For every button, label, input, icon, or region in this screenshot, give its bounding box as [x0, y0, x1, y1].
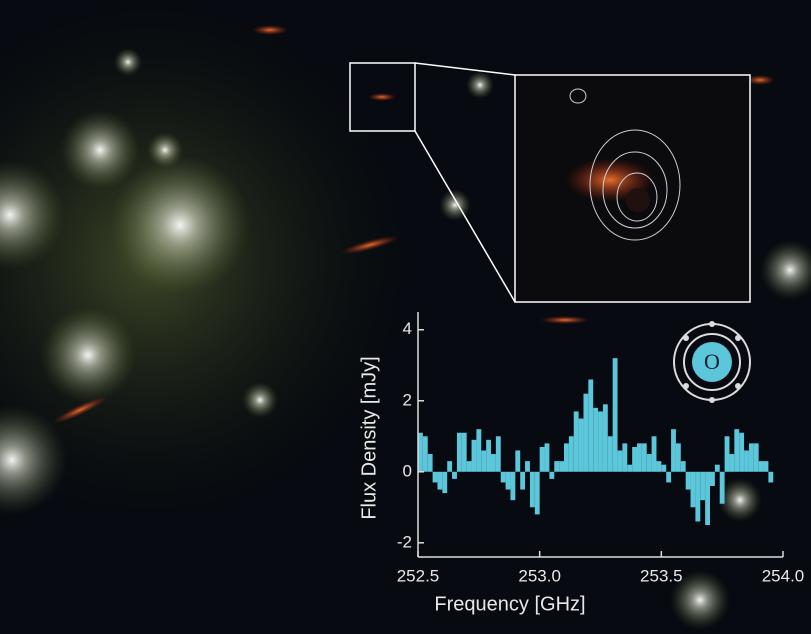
bar — [685, 471, 691, 490]
bar — [714, 464, 720, 472]
bar — [476, 429, 482, 472]
bar — [768, 471, 774, 483]
bar — [666, 471, 672, 483]
bar — [748, 443, 754, 472]
bar — [456, 432, 462, 472]
bar — [525, 461, 530, 472]
bar — [510, 471, 516, 501]
bar — [486, 439, 491, 472]
bar — [622, 443, 628, 472]
y-tick-label: 4 — [403, 319, 412, 338]
bar — [724, 436, 730, 472]
bar — [729, 454, 735, 472]
bar — [520, 471, 526, 490]
bar — [461, 432, 467, 472]
bar — [495, 436, 501, 472]
bar — [554, 461, 560, 472]
bar — [680, 461, 686, 472]
bar — [471, 439, 477, 472]
bar — [690, 471, 696, 508]
bar — [675, 443, 681, 472]
bar — [422, 436, 428, 472]
x-tick-label: 253.5 — [640, 566, 683, 585]
bar — [418, 432, 423, 472]
bar — [656, 461, 662, 472]
bar — [627, 464, 633, 472]
bar — [573, 411, 579, 472]
bar — [593, 407, 599, 472]
bar — [466, 461, 472, 472]
y-tick-label: 2 — [403, 390, 412, 409]
bar — [544, 443, 550, 472]
bar — [578, 418, 584, 472]
bar — [637, 443, 642, 472]
bar — [646, 454, 652, 472]
bar — [617, 450, 623, 472]
bar — [651, 436, 657, 472]
bar — [632, 446, 637, 472]
bar — [763, 461, 769, 472]
bar — [500, 471, 506, 483]
bar — [641, 443, 647, 472]
y-axis-label: Flux Density [mJy] — [358, 356, 380, 519]
bar — [437, 471, 443, 490]
bar — [452, 471, 457, 479]
bar — [447, 461, 453, 472]
bar — [739, 432, 745, 472]
bar — [588, 379, 594, 472]
y-tick-label: -2 — [397, 532, 412, 551]
bar — [700, 471, 706, 501]
x-tick-label: 253.0 — [518, 566, 561, 585]
x-tick-label: 254.0 — [762, 566, 805, 585]
bar — [559, 461, 564, 472]
x-axis-label: Frequency [GHz] — [434, 593, 585, 615]
bar — [564, 443, 569, 472]
bar — [427, 454, 433, 472]
bar — [505, 471, 511, 490]
bar — [568, 436, 574, 472]
bar — [744, 450, 749, 472]
bar — [442, 471, 448, 494]
bar — [753, 443, 759, 472]
bar — [710, 471, 715, 486]
icon-label: O — [704, 349, 720, 374]
bar — [607, 436, 613, 472]
bar — [491, 454, 496, 472]
bar — [705, 471, 710, 526]
bar — [481, 450, 487, 472]
bar — [598, 411, 603, 472]
oxygen-icon: O — [673, 321, 751, 403]
zoom-inset — [349, 62, 751, 303]
y-tick-label: 0 — [403, 461, 412, 480]
bar — [515, 450, 521, 472]
bar — [549, 471, 555, 479]
bar — [539, 446, 545, 472]
x-tick-label: 252.5 — [397, 566, 440, 585]
bar — [529, 471, 535, 508]
bar — [695, 471, 701, 522]
bar — [758, 461, 764, 472]
bar — [719, 471, 725, 504]
bar — [602, 404, 608, 472]
bar — [432, 471, 438, 483]
bar — [661, 464, 667, 472]
bar — [734, 429, 740, 472]
bar — [671, 429, 676, 472]
bar — [612, 358, 618, 472]
bar — [534, 471, 540, 515]
bar — [583, 393, 589, 472]
